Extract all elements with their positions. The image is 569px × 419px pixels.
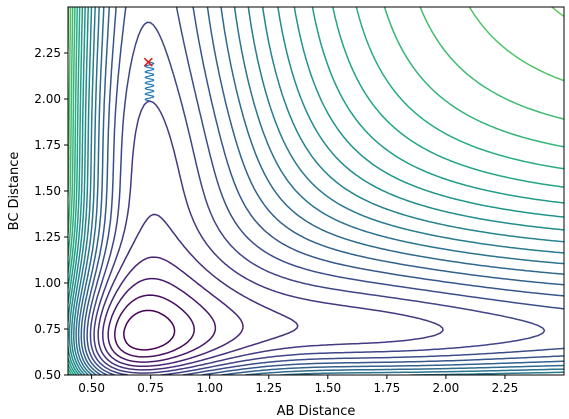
contour-line: [68, 7, 564, 375]
y-tick-label: 2.25: [34, 46, 61, 60]
x-tick-label: 1.25: [255, 381, 282, 395]
x-tick-label: 2.00: [433, 381, 460, 395]
contour-line: [102, 256, 244, 368]
x-tick-label: 2.25: [492, 381, 519, 395]
contour-line: [68, 7, 564, 375]
contour-line: [83, 7, 564, 375]
x-tick-label: 1.75: [373, 381, 400, 395]
contour-line: [114, 294, 195, 358]
contour-line: [68, 7, 564, 375]
contour-line: [89, 21, 546, 375]
contour-line: [70, 7, 564, 375]
contour-line: [68, 7, 564, 375]
x-tick-label: 0.50: [78, 381, 105, 395]
contour-line: [73, 7, 564, 375]
y-tick-label: 1.75: [34, 138, 61, 152]
x-axis-label: AB Distance: [277, 404, 356, 419]
contour-line: [93, 100, 444, 374]
contour-line: [80, 7, 564, 375]
contour-line: [107, 277, 217, 363]
contour-line: [77, 7, 564, 375]
y-tick-label: 2.00: [34, 92, 61, 106]
y-tick-label: 1.00: [34, 276, 61, 290]
contour-line: [123, 309, 176, 351]
contour-line: [68, 7, 564, 197]
trajectory-line: [144, 61, 155, 102]
contour-line: [68, 7, 564, 375]
x-tick-label: 1.00: [196, 381, 223, 395]
axes: 0.50 0.75 1.00 1.25 1.50 1.75 2.00 2.25 0.50 0.75…: [34, 46, 518, 395]
y-axis-label: BC Distance: [7, 152, 22, 231]
y-tick-label: 0.75: [34, 322, 61, 336]
contour-line: [75, 7, 564, 375]
start-marker: [143, 57, 153, 67]
plot-area: [68, 7, 564, 375]
contour-line: [68, 7, 564, 375]
x-tick-label: 0.75: [137, 381, 164, 395]
contour-line: [86, 7, 564, 375]
y-tick-label: 1.25: [34, 230, 61, 244]
x-tick-label: 1.50: [314, 381, 341, 395]
contour-line: [97, 213, 299, 371]
contour-line: [68, 7, 564, 235]
y-tick-label: 0.50: [34, 368, 61, 382]
y-tick-label: 1.50: [34, 184, 61, 198]
